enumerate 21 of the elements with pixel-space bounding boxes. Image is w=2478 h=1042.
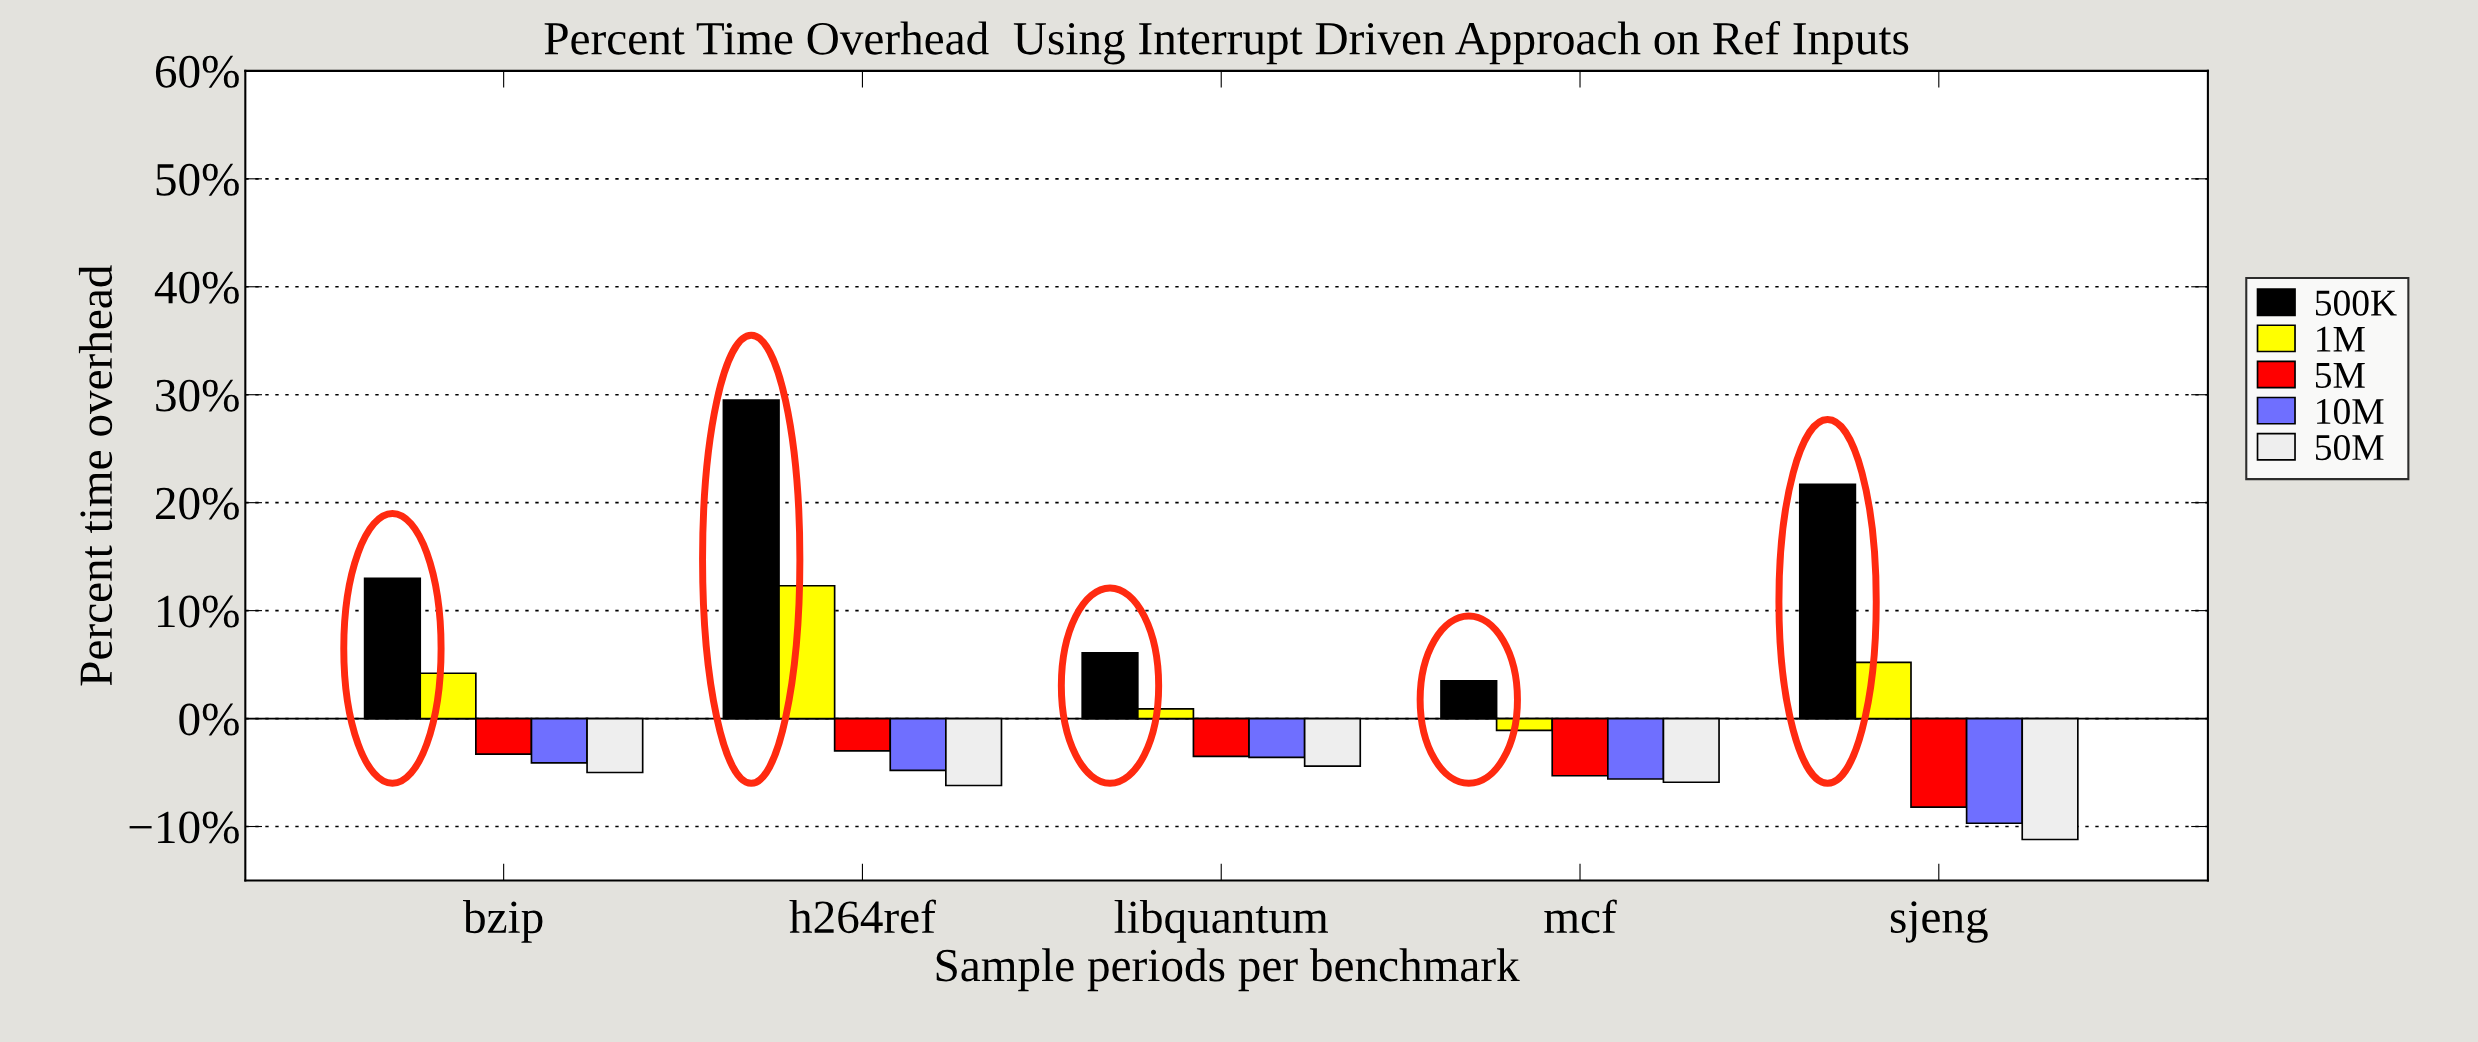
chart-title: Percent Time Overhead Using Interrupt Driven Approach on Ref Inputs bbox=[544, 20, 1909, 65]
legend-label: 5M bbox=[2315, 363, 2365, 389]
y-tick-label: 10% bbox=[158, 595, 239, 628]
x-tick-label: libquantum bbox=[1114, 899, 1329, 943]
y-tick-label: 40% bbox=[154, 271, 239, 304]
y-tick-label: 50% bbox=[156, 163, 239, 196]
legend-label: 500K bbox=[2315, 290, 2397, 316]
legend-label: 10M bbox=[2317, 398, 2384, 425]
y-tick-label: 30% bbox=[156, 379, 239, 412]
y-tick-label: 0% bbox=[179, 703, 239, 736]
x-tick-label: sjeng bbox=[1890, 901, 1988, 943]
x-tick-label: h264ref bbox=[789, 899, 936, 934]
y-tick-label: −10% bbox=[129, 811, 239, 844]
legend-label: 1M bbox=[2317, 326, 2365, 352]
x-axis-title: Sample periods per benchmark bbox=[936, 948, 1520, 992]
legend-label: 50M bbox=[2315, 434, 2384, 461]
y-axis-title: Percent time overhead bbox=[78, 265, 113, 686]
x-tick-label: bzip bbox=[463, 899, 543, 943]
y-tick-label: 60% bbox=[155, 55, 239, 88]
x-tick-label: mcf bbox=[1544, 899, 1617, 934]
y-tick-label: 20% bbox=[155, 487, 239, 520]
